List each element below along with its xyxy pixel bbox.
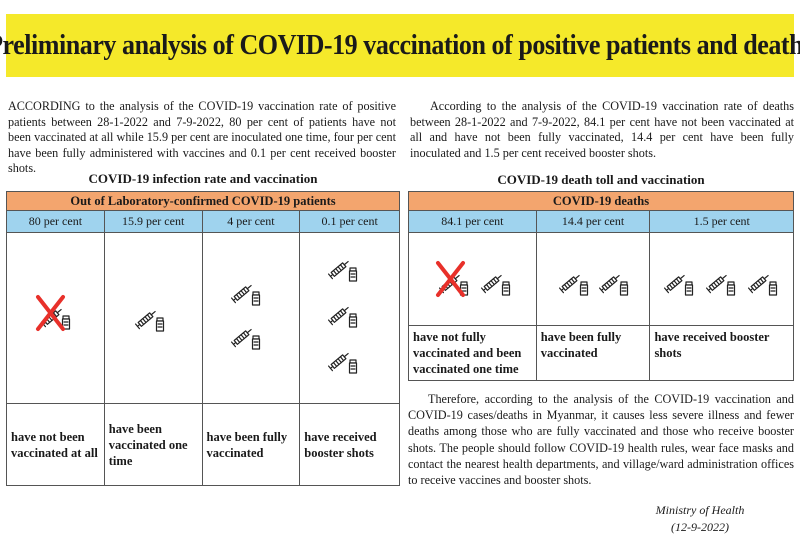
deaths-table-header: COVID-19 deaths — [408, 191, 794, 211]
syringe-vial-icon — [328, 251, 360, 283]
syringe-vial-icon — [231, 319, 263, 351]
signature-org: Ministry of Health — [655, 503, 745, 517]
label-cell: have not fully vaccinated and been vacci… — [408, 325, 537, 381]
percent-cell: 80 per cent — [6, 210, 105, 233]
signature-block: Ministry of Health (12-9-2022) — [620, 502, 780, 536]
percent-cell: 1.5 per cent — [649, 210, 794, 233]
syringe-vial-icon — [748, 265, 780, 297]
right-paragraph: According to the analysis of the COVID-1… — [410, 99, 794, 160]
label-cell: have been fully vaccinated — [201, 403, 301, 486]
conclusion-paragraph: Therefore, according to the analysis of … — [408, 392, 794, 488]
deaths-subheading: COVID-19 death toll and vaccination — [497, 172, 705, 187]
label-cell: have been vaccinated one time — [103, 403, 203, 486]
percent-cell: 14.4 per cent — [535, 210, 651, 233]
percent-cell: 84.1 per cent — [408, 210, 537, 233]
syringe-vial-icon — [481, 265, 513, 297]
label-cell: have been fully vaccinated — [535, 325, 651, 381]
red-cross-icon — [36, 295, 65, 331]
red-cross-icon — [436, 261, 465, 297]
icon-cell — [535, 232, 651, 326]
icon-cell — [299, 232, 400, 404]
syringe-vial-icon — [706, 265, 738, 297]
label-cell: have received booster shots — [649, 325, 794, 381]
label-cell: have received booster shots — [299, 403, 400, 486]
percent-cell: 15.9 per cent — [103, 210, 203, 233]
syringe-vial-icon — [328, 343, 360, 375]
infection-table-header: Out of Laboratory-confirmed COVID-19 pat… — [6, 191, 400, 211]
signature-date: (12-9-2022) — [671, 520, 729, 534]
page-title: Preliminary analysis of COVID-19 vaccina… — [0, 29, 800, 61]
syringe-vial-icon — [135, 301, 167, 333]
infection-subheading: COVID-19 infection rate and vaccination — [88, 171, 318, 186]
percent-cell: 4 per cent — [201, 210, 301, 233]
icon-cell — [201, 232, 301, 404]
syringe-vial-icon — [599, 265, 631, 297]
syringe-vial-icon — [328, 297, 360, 329]
deaths-table: COVID-19 deaths 84.1 per cent 14.4 per c… — [408, 191, 794, 381]
label-cell: have not been vaccinated at all — [6, 403, 105, 486]
percent-cell: 0.1 per cent — [299, 210, 400, 233]
title-banner: Preliminary analysis of COVID-19 vaccina… — [0, 14, 800, 77]
icon-cell — [649, 232, 794, 326]
syringe-vial-icon — [559, 265, 591, 297]
icon-cell — [103, 232, 203, 404]
icon-cell — [408, 232, 537, 326]
infection-table: Out of Laboratory-confirmed COVID-19 pat… — [6, 191, 400, 486]
syringe-vial-icon — [231, 275, 263, 307]
left-paragraph: ACCORDING to the analysis of the COVID-1… — [8, 99, 396, 176]
syringe-vial-icon — [664, 265, 696, 297]
icon-cell — [6, 232, 105, 404]
